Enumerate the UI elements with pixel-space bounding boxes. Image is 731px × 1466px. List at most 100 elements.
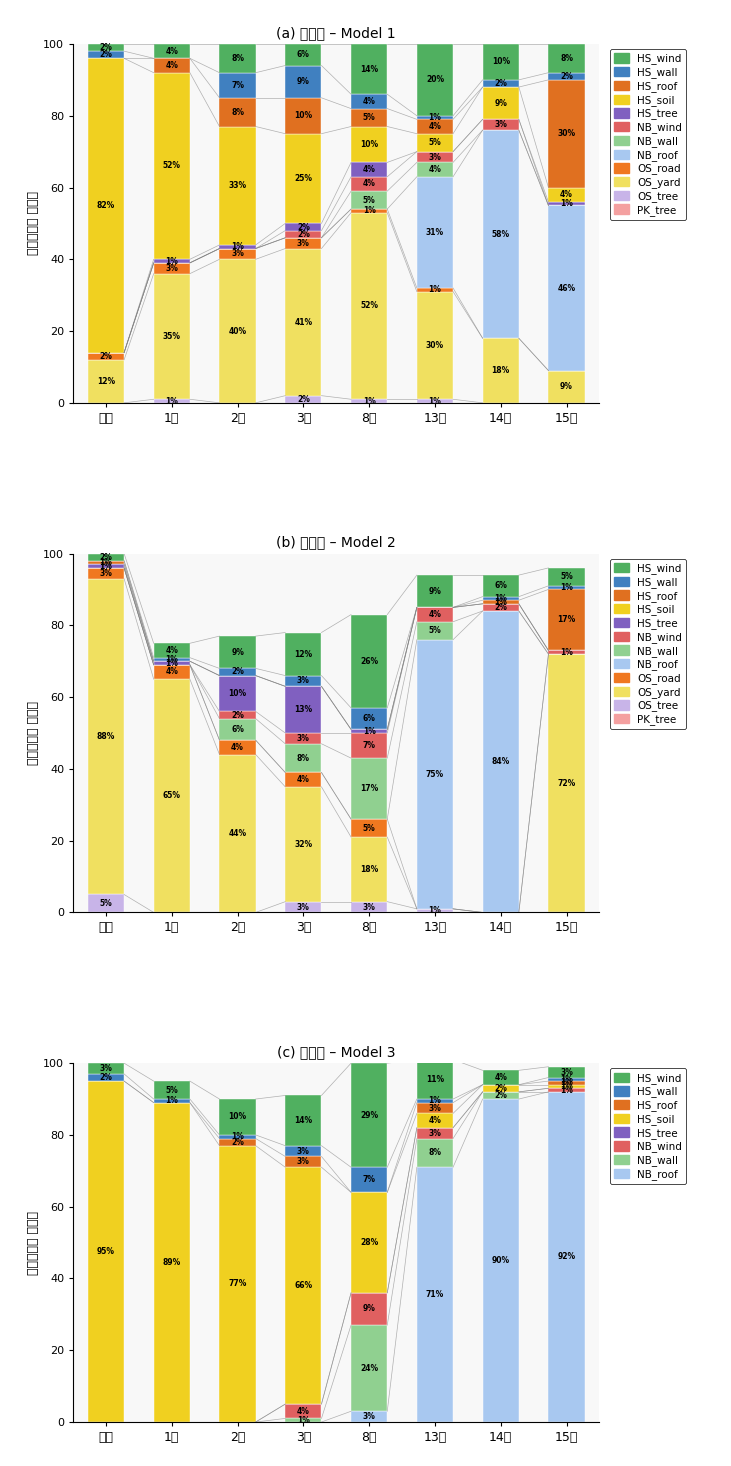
Text: 95%: 95% xyxy=(97,1248,115,1256)
Bar xyxy=(219,676,256,711)
Text: 3%: 3% xyxy=(363,1412,376,1421)
Bar xyxy=(417,287,453,292)
Bar xyxy=(548,371,585,403)
Title: (b) 아파트 – Model 2: (b) 아파트 – Model 2 xyxy=(276,535,396,550)
Text: 3%: 3% xyxy=(297,676,310,686)
Bar xyxy=(548,202,585,205)
Text: 10%: 10% xyxy=(360,139,378,150)
Text: 6%: 6% xyxy=(231,724,244,734)
Text: 1%: 1% xyxy=(165,396,178,406)
Bar xyxy=(417,639,453,909)
Title: (c) 아파트 – Model 3: (c) 아파트 – Model 3 xyxy=(277,1045,395,1060)
Text: 10%: 10% xyxy=(229,689,246,698)
Bar xyxy=(417,119,453,133)
Text: 3%: 3% xyxy=(428,1129,442,1138)
Text: 1%: 1% xyxy=(165,1097,178,1105)
Y-axis label: 오염표면의 기여도: 오염표면의 기여도 xyxy=(27,192,40,255)
Text: 4%: 4% xyxy=(494,1073,507,1082)
Bar xyxy=(417,116,453,119)
Bar xyxy=(482,1070,519,1085)
Bar xyxy=(154,661,190,664)
Text: 8%: 8% xyxy=(297,754,310,762)
Text: 14%: 14% xyxy=(295,1116,312,1124)
Bar xyxy=(88,59,124,353)
Bar xyxy=(482,44,519,79)
Bar xyxy=(417,1100,453,1102)
Bar xyxy=(285,733,322,743)
Text: 3%: 3% xyxy=(99,569,113,578)
Bar xyxy=(351,1293,387,1325)
Legend: HS_wind, HS_wall, HS_roof, HS_soil, HS_tree, NB_wind, NB_wall, NB_roof, OS_road,: HS_wind, HS_wall, HS_roof, HS_soil, HS_t… xyxy=(610,559,686,730)
Text: 14%: 14% xyxy=(360,65,378,73)
Bar xyxy=(351,733,387,758)
Text: 8%: 8% xyxy=(560,54,573,63)
Text: 44%: 44% xyxy=(229,828,246,839)
Text: 46%: 46% xyxy=(558,283,575,293)
Text: 17%: 17% xyxy=(360,784,378,793)
Text: 1%: 1% xyxy=(363,396,376,406)
Bar xyxy=(482,611,519,912)
Bar xyxy=(482,86,519,119)
Text: 1%: 1% xyxy=(494,594,507,603)
Bar xyxy=(351,614,387,708)
Bar xyxy=(548,73,585,79)
Text: 3%: 3% xyxy=(165,264,178,273)
Text: 4%: 4% xyxy=(428,610,442,619)
Bar xyxy=(154,399,190,403)
Text: 18%: 18% xyxy=(492,366,510,375)
Text: 10%: 10% xyxy=(492,57,510,66)
Bar xyxy=(285,743,322,773)
Bar xyxy=(285,230,322,237)
Text: 3%: 3% xyxy=(297,1146,310,1155)
Text: 5%: 5% xyxy=(363,824,376,833)
Text: 3%: 3% xyxy=(363,903,376,912)
Text: 8%: 8% xyxy=(231,54,244,63)
Bar xyxy=(285,66,322,98)
Bar xyxy=(88,359,124,403)
Bar xyxy=(154,259,190,262)
Bar xyxy=(417,909,453,912)
Text: 77%: 77% xyxy=(228,1280,247,1289)
Text: 3%: 3% xyxy=(297,734,310,743)
Text: 18%: 18% xyxy=(360,865,378,874)
Text: 75%: 75% xyxy=(426,770,444,778)
Bar xyxy=(88,579,124,894)
Bar xyxy=(285,223,322,230)
Text: 2%: 2% xyxy=(99,553,113,561)
Bar xyxy=(219,1146,256,1422)
Text: 30%: 30% xyxy=(558,129,575,138)
Text: 28%: 28% xyxy=(360,1239,378,1248)
Legend: HS_wind, HS_wall, HS_roof, HS_soil, HS_tree, NB_wind, NB_wall, NB_roof, OS_road,: HS_wind, HS_wall, HS_roof, HS_soil, HS_t… xyxy=(610,50,686,220)
Bar xyxy=(285,133,322,223)
Bar xyxy=(417,1127,453,1139)
Bar xyxy=(351,1167,387,1192)
Text: 2%: 2% xyxy=(494,79,507,88)
Bar xyxy=(219,1135,256,1139)
Text: 5%: 5% xyxy=(428,138,442,147)
Bar xyxy=(351,902,387,912)
Y-axis label: 오염표면의 기여도: 오염표면의 기여도 xyxy=(27,1211,40,1274)
Text: 26%: 26% xyxy=(360,657,378,666)
Text: 1%: 1% xyxy=(560,1079,573,1088)
Bar xyxy=(351,1063,387,1167)
Text: 5%: 5% xyxy=(560,572,573,582)
Bar xyxy=(154,1080,190,1100)
Text: 30%: 30% xyxy=(426,342,444,350)
Bar xyxy=(154,644,190,658)
Text: 71%: 71% xyxy=(426,1290,444,1299)
Bar xyxy=(88,554,124,561)
Bar xyxy=(351,819,387,837)
Bar xyxy=(351,1325,387,1412)
Bar xyxy=(219,259,256,403)
Text: 33%: 33% xyxy=(229,182,246,191)
Bar xyxy=(154,1102,190,1422)
Bar xyxy=(88,1080,124,1422)
Text: 2%: 2% xyxy=(99,43,113,53)
Bar xyxy=(88,353,124,359)
Text: 4%: 4% xyxy=(165,667,178,676)
Y-axis label: 오염표면의 기여도: 오염표면의 기여도 xyxy=(27,701,40,765)
Text: 7%: 7% xyxy=(231,81,244,89)
Text: 1%: 1% xyxy=(428,396,442,406)
Bar xyxy=(351,758,387,819)
Text: 1%: 1% xyxy=(231,1132,244,1141)
